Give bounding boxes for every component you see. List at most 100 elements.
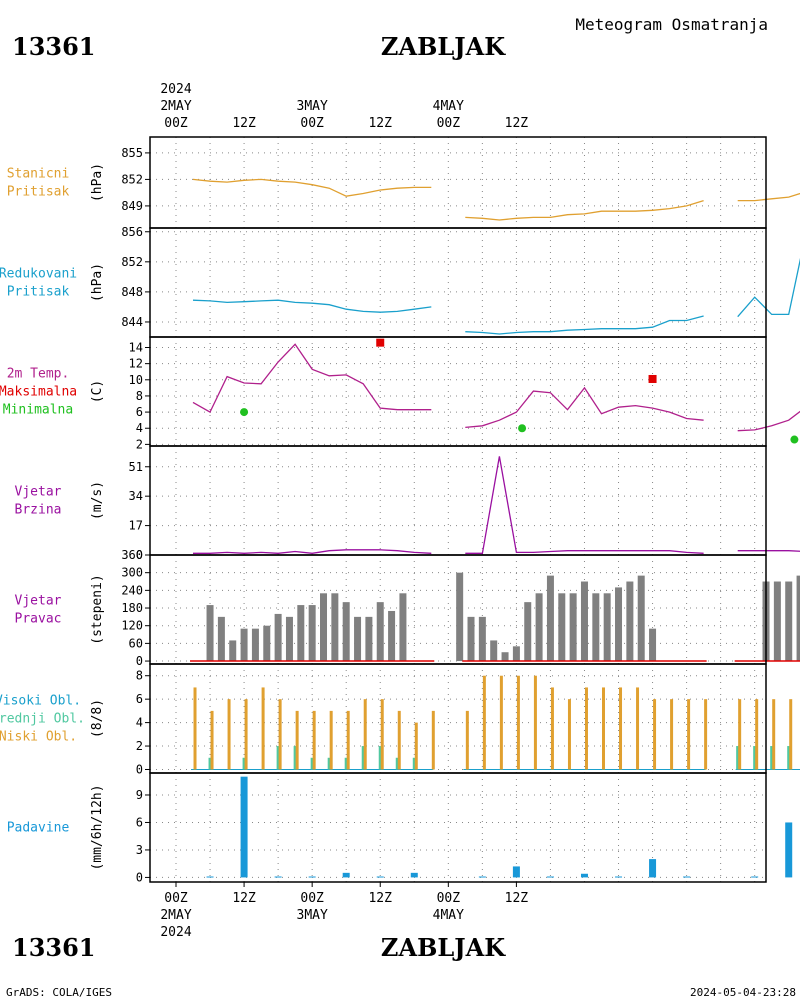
y-axis-label: (mm/6h/12h) [90,784,105,870]
y-tick-label: 300 [121,566,143,580]
cloud-bar [753,746,757,770]
direction-bar [603,593,611,662]
date-label: 2MAY [160,908,191,923]
panel-oblacnost: 0 2 4 6 8 (8/8) Visoki Obl. Srednji Obl. Niski O… [0,663,800,776]
time-label: 12Z [505,116,529,131]
cloud-bar [653,699,657,770]
direction-bar [342,602,350,662]
direction-bar [478,616,486,662]
product-title: Meteogram Osmatranja [575,15,768,34]
panel-redukovani: 844 848 852 856 (hPa) Redukovani Pritisak [0,225,800,338]
y-tick-label: 848 [121,285,143,299]
y-tick-label: 852 [121,255,143,269]
y-tick-label: 2 [136,739,143,753]
cloud-bar [533,675,537,770]
cloud-bar [482,675,486,770]
panels: 849852855(hPa)StanicniPritisak8448488528… [0,136,800,884]
cloud-bar [346,710,350,770]
cloud-bar [770,746,774,770]
y-tick-label: 8 [136,389,143,403]
time-label: 00Z [164,116,188,131]
direction-bar [229,640,237,662]
direction-bar [558,593,566,662]
cloud-bar [772,699,776,770]
footer-credit: GrADS: COLA/IGES [6,986,112,999]
cloud-bar [687,699,691,770]
time-label: 00Z [164,891,188,906]
precip-bar [649,859,657,878]
date-label: 4MAY [433,908,464,923]
tmax-marker [376,338,385,347]
y-tick-label: 2 [136,437,143,451]
precip-bar [308,876,316,878]
direction-bar [637,575,645,662]
y-tick-label: 0 [136,548,143,562]
series-line [737,192,800,202]
tmin-marker [240,408,249,417]
cloud-bar [397,710,401,770]
tmin-marker [518,424,527,433]
series-line [737,410,800,432]
direction-bar [580,581,588,662]
cloud-bar [295,710,299,770]
series-line [192,343,432,414]
direction-bar [274,613,282,662]
cloud-bar [567,699,571,770]
panel-label: Pritisak [7,285,70,300]
panel-label: Vjetar [15,485,62,500]
cloud-bar [584,687,588,770]
cloud-bar [789,699,793,770]
precip-bar [751,876,759,878]
cloud-bar [227,699,231,770]
panel-label: Pravac [15,612,62,627]
cloud-bar [636,687,640,770]
direction-bar [456,572,464,662]
station-id-top: 13361 [12,32,96,61]
direction-bar [320,593,328,662]
time-label: 12Z [232,116,256,131]
date-label: 3MAY [297,99,328,114]
direction-bar [626,581,634,662]
cloud-bar [516,675,520,770]
direction-bar [569,593,577,662]
cloud-bar [276,746,280,770]
cloud-bar [787,746,791,770]
direction-bar [615,587,623,662]
direction-bar [467,616,475,662]
y-tick-label: 240 [121,583,143,597]
direction-bar [354,616,362,662]
precip-bar [410,872,418,878]
cloud-bar [738,699,742,770]
panel-label: Redukovani [0,267,77,282]
precip-bar [376,876,384,878]
direction-bar [796,575,800,662]
direction-bar [490,640,498,662]
series-line [192,299,432,313]
precip-bar [683,876,691,878]
precip-bar [615,876,623,878]
panel-frame [149,772,767,883]
cloud-bar [412,757,416,770]
precip-bar [580,873,588,878]
time-label: 00Z [300,891,324,906]
direction-bar [512,646,520,662]
precip-bar [342,872,350,878]
y-tick-label: 60 [129,636,143,650]
y-tick-label: 51 [129,460,143,474]
direction-bar [308,605,316,662]
y-tick-label: 120 [121,619,143,633]
y-tick-label: 360 [121,548,143,562]
date-label: 3MAY [297,908,328,923]
panel-label: Vjetar [15,594,62,609]
panel-vjetar_brzina: 0 17 34 51 (m/s) Vjetar Brzina [15,445,800,562]
cloud-bar [344,757,348,770]
direction-bar [546,575,554,662]
cloud-bar [431,710,435,770]
time-label: 00Z [437,891,461,906]
direction-bar [331,593,339,662]
direction-bar [501,652,509,662]
y-tick-label: 0 [136,870,143,884]
direction-bar [297,605,305,662]
direction-bar [240,628,248,662]
